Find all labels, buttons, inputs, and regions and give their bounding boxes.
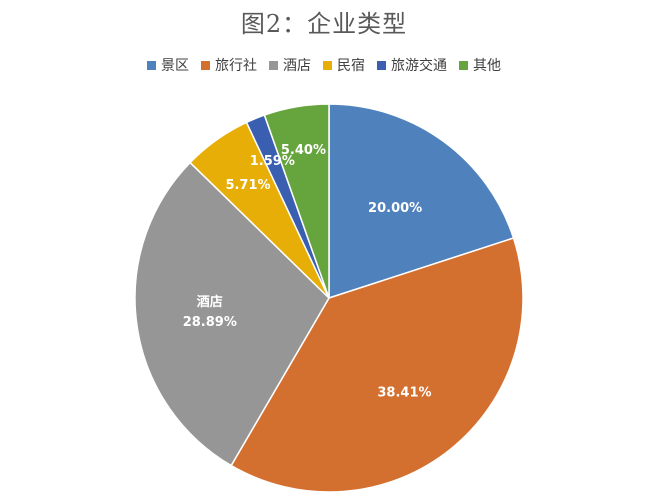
legend-label: 旅行社: [215, 58, 257, 74]
legend-swatch: [269, 60, 278, 70]
pie-slice-0: [328, 103, 515, 300]
legend-item-hotel: 酒店: [269, 55, 311, 75]
legend-swatch: [459, 60, 468, 70]
chart-legend: 景区 旅行社 酒店 民宿 旅游交通 其他: [0, 55, 648, 75]
chart-title: 图2：企业类型: [240, 10, 408, 38]
pie-slice-1: [230, 237, 524, 493]
legend-item-travel-agency: 旅行社: [201, 55, 257, 75]
legend-item-scenic: 景区: [147, 55, 189, 75]
pie-slice-5: [263, 103, 330, 299]
legend-label: 其他: [473, 58, 501, 74]
legend-label: 酒店: [283, 58, 311, 74]
slice-value-label: 1.59%: [250, 154, 295, 169]
legend-item-transport: 旅游交通: [377, 55, 447, 75]
slice-value-label: 5.71%: [225, 178, 270, 193]
slice-value-label: 38.41%: [377, 386, 431, 401]
legend-swatch: [323, 60, 332, 70]
legend-item-homestay: 民宿: [323, 55, 365, 75]
legend-label: 民宿: [337, 58, 365, 74]
legend-label: 景区: [161, 58, 189, 74]
legend-swatch: [147, 60, 156, 70]
slice-value-label: 28.89%: [183, 315, 237, 330]
legend-label: 旅游交通: [391, 58, 447, 74]
slice-value-label: 20.00%: [368, 201, 422, 216]
pie-slice-2: [134, 161, 330, 467]
legend-item-other: 其他: [459, 55, 501, 75]
slice-category-label: 酒店: [197, 294, 223, 310]
legend-swatch: [201, 60, 210, 70]
slice-value-label: 5.40%: [281, 143, 326, 158]
legend-swatch: [377, 60, 386, 70]
